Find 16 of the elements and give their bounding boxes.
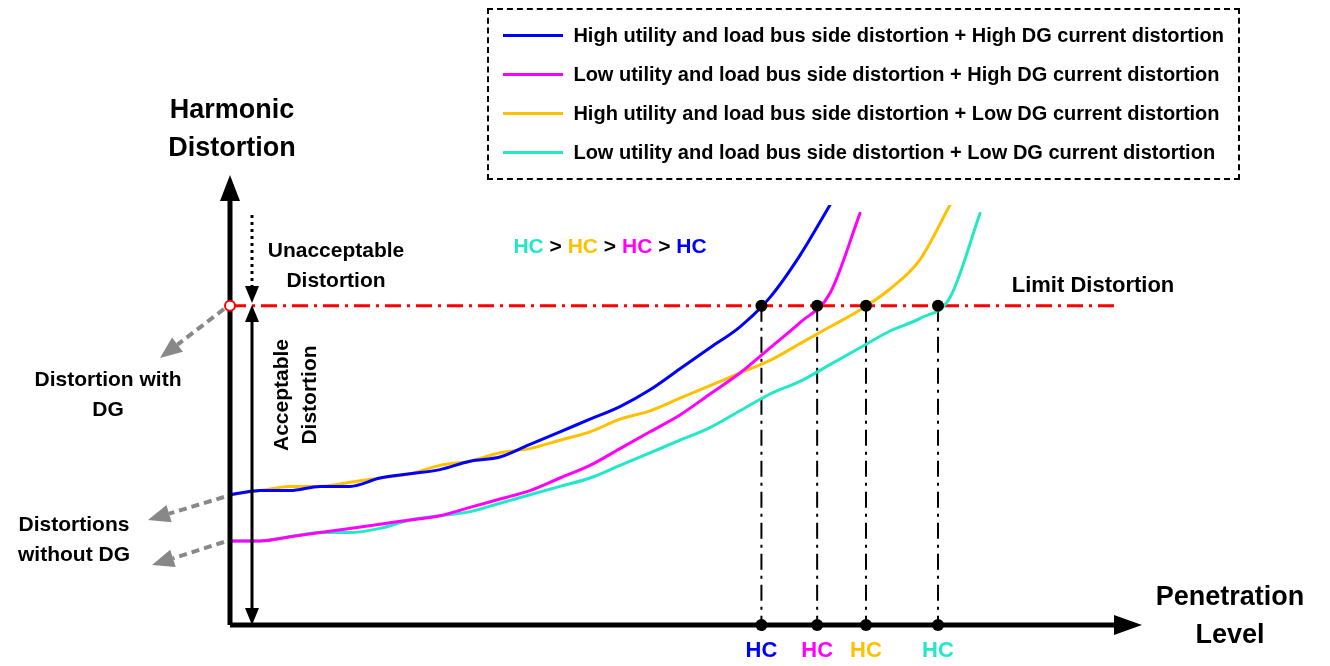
text: HC xyxy=(801,637,834,663)
legend-label: High utility and load bus side distortion + High DG current distortion xyxy=(573,24,1224,47)
y-axis-title: Harmonic Distortion xyxy=(168,94,296,163)
x-axis-title: Penetration Level xyxy=(1155,581,1305,650)
text: HC xyxy=(922,637,954,663)
annotation: HC > HC > HC > HC xyxy=(513,233,707,257)
legend-label: Low utility and load bus side distortion + Low DG current distortion xyxy=(573,141,1216,164)
text: Distortions without DG xyxy=(17,511,130,565)
text: HC xyxy=(850,637,882,663)
legend-label: Low utility and load bus side distortion + High DG current distortion xyxy=(573,63,1220,86)
annotation: Unacceptable Distortion xyxy=(267,237,405,291)
legend-label: High utility and load bus side distortion + Low DG current distortion xyxy=(573,102,1220,125)
text: Distortion with DG xyxy=(34,366,182,420)
annotation: Acceptable Distortion xyxy=(268,338,320,452)
ref-line-label: Limit Distortion xyxy=(1011,271,1175,297)
text: HC xyxy=(745,637,778,663)
